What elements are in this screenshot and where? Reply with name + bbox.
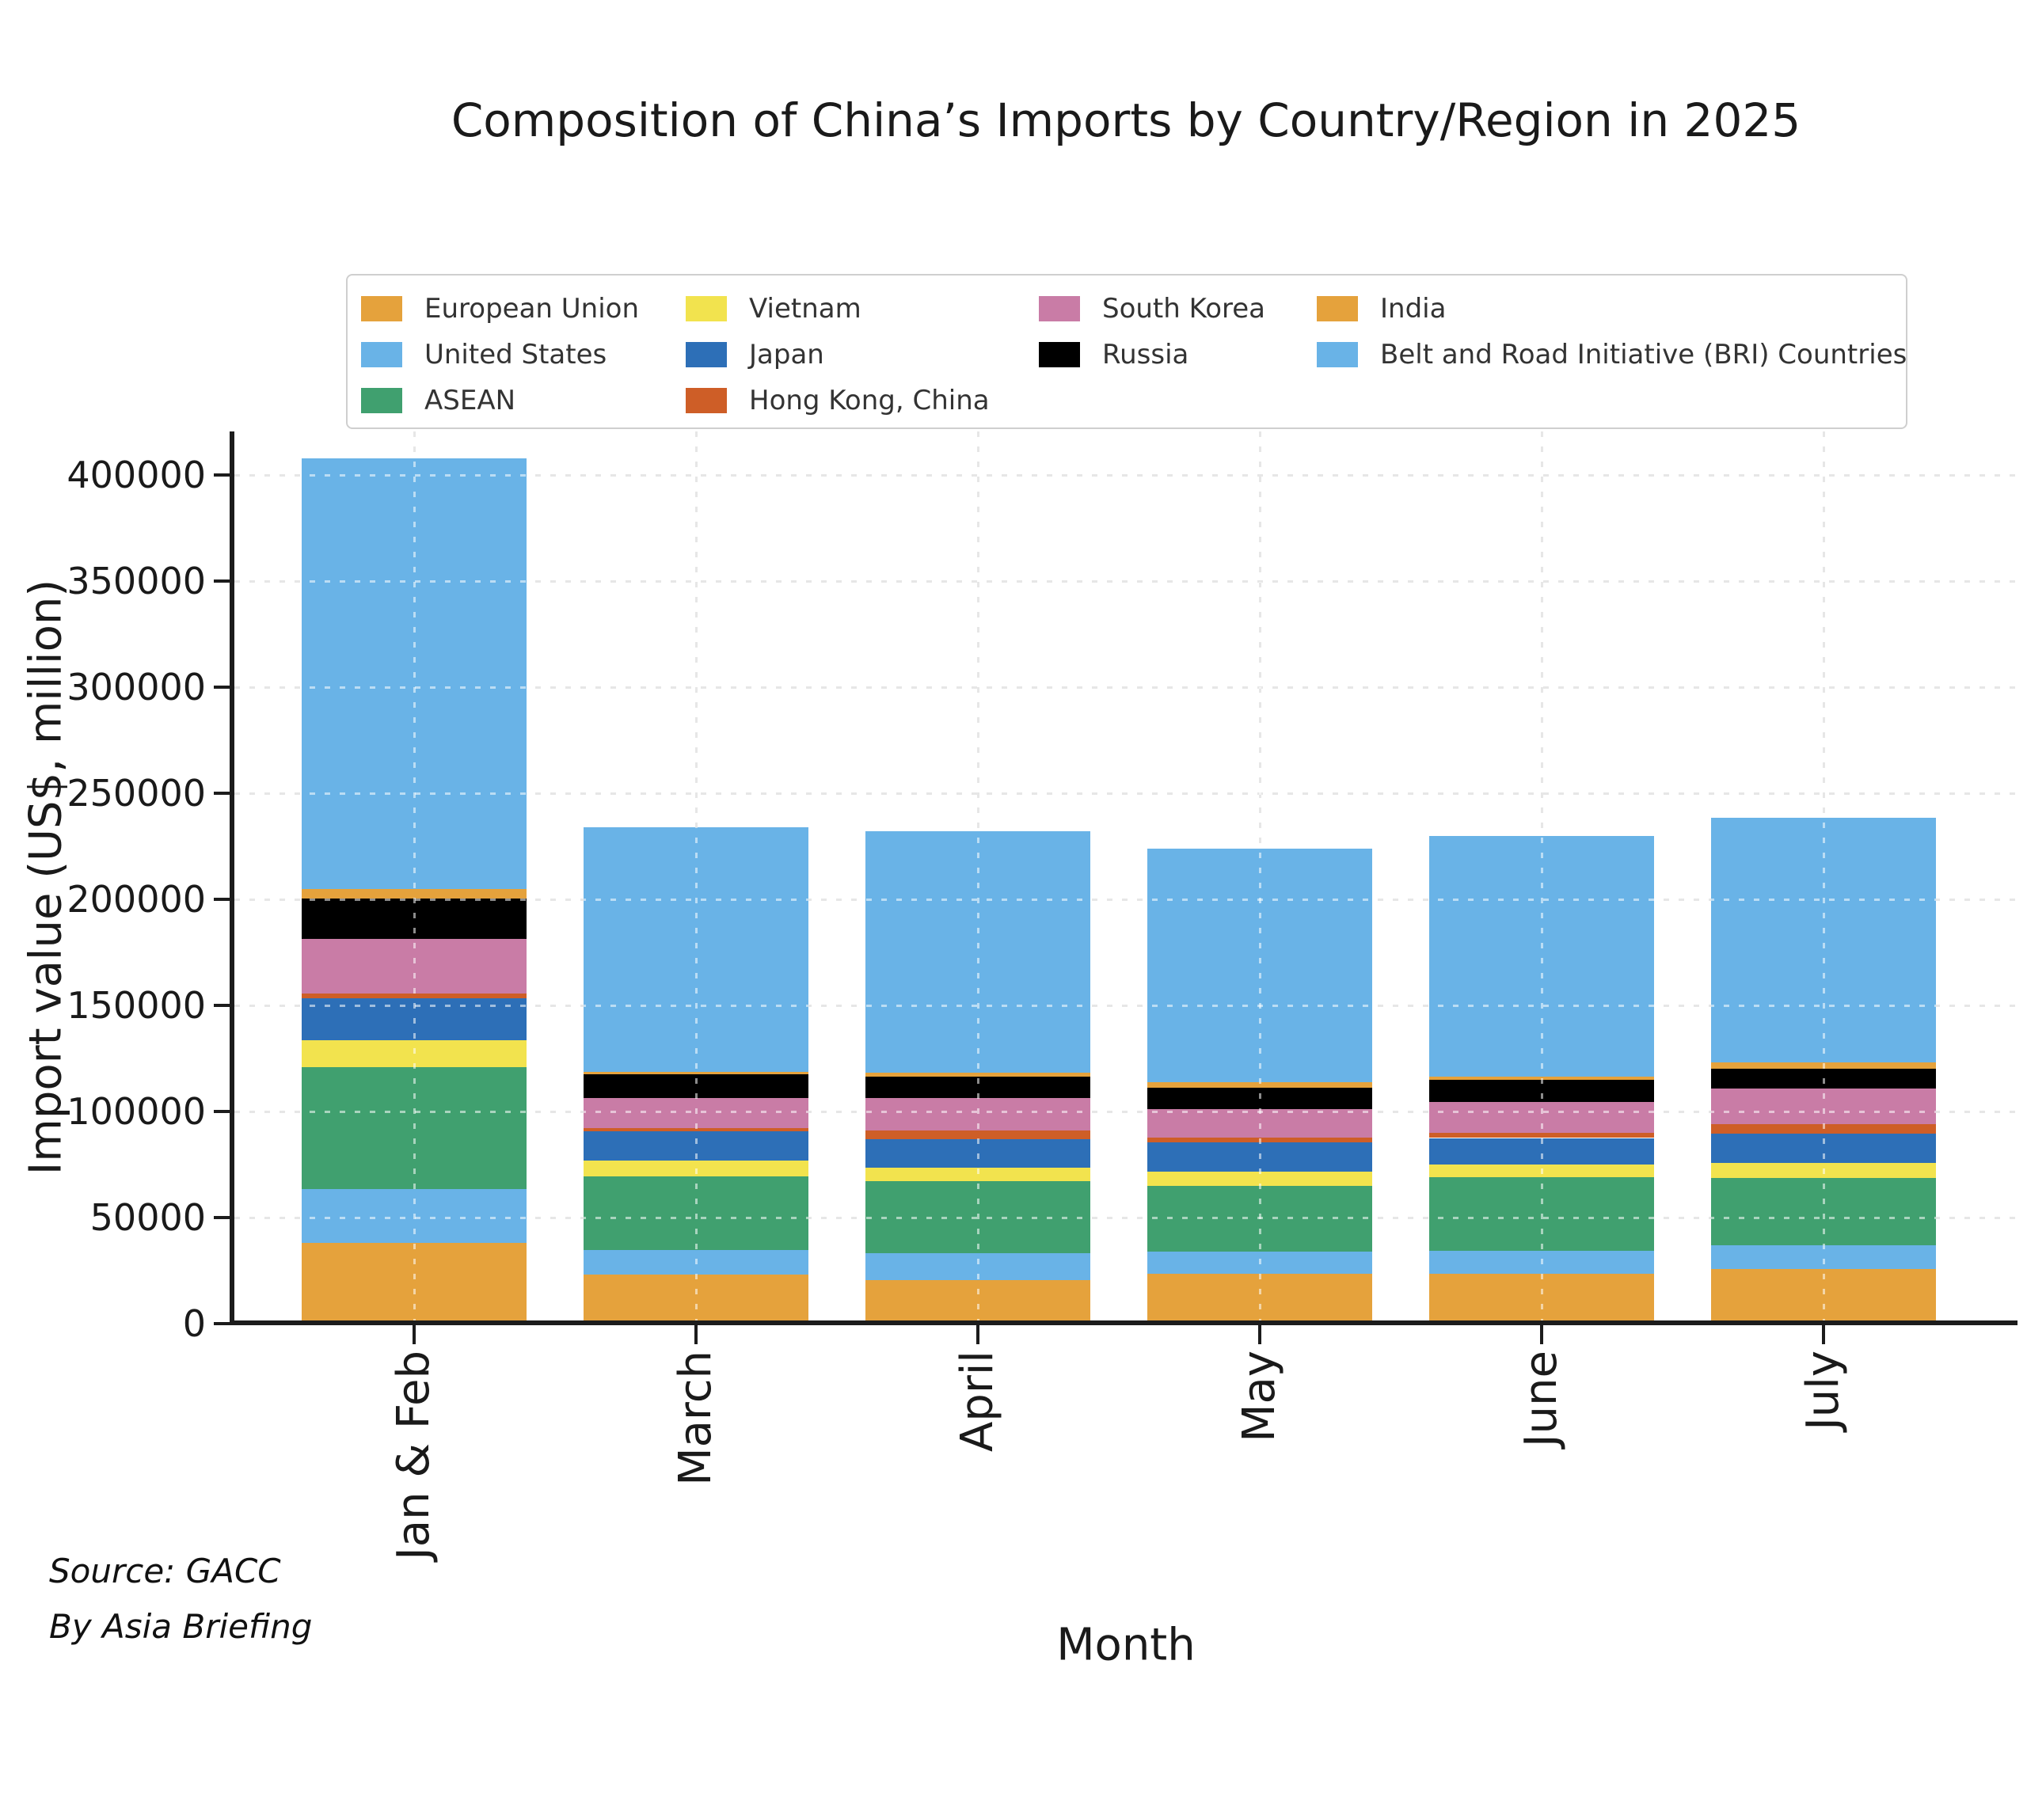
x-tick-march (694, 1325, 698, 1344)
legend-label-asean: ASEAN (424, 385, 516, 416)
x-tick-july (1822, 1325, 1825, 1344)
x-tick-label-text: May (1234, 1351, 1285, 1442)
legend-swatch-russia (1039, 342, 1080, 367)
y-tick-label-100000: 100000 (67, 1090, 206, 1133)
y-tick-label-0: 0 (182, 1302, 206, 1345)
y-tick-label-50000: 50000 (89, 1196, 206, 1239)
y-tick-label-400000: 400000 (67, 454, 206, 496)
gridline-y-150000 (234, 1005, 2017, 1007)
legend-swatch-hong-kong-china (686, 388, 727, 413)
legend-swatch-belt-and-road-initiative-bri-countries (1317, 342, 1358, 367)
y-tick-350000 (214, 579, 231, 583)
y-tick-0 (214, 1322, 231, 1325)
legend-item-belt-and-road-initiative-bri-countries: Belt and Road Initiative (BRI) Countries (1317, 339, 1907, 370)
gridline-x-july (1823, 431, 1825, 1324)
x-tick-label-july: July (1797, 1351, 1877, 1431)
credit-text: By Asia Briefing (49, 1607, 313, 1646)
legend-swatch-european-union (361, 296, 402, 321)
y-tick-400000 (214, 473, 231, 477)
legend-item-european-union: European Union (361, 293, 639, 325)
gridline-x-jan-feb (413, 431, 416, 1324)
legend-swatch-south-korea (1039, 296, 1080, 321)
x-tick-label-text: June (1515, 1351, 1567, 1447)
legend-item-united-states: United States (361, 339, 607, 370)
legend-swatch-united-states (361, 342, 402, 367)
source-text: Source: GACC (49, 1552, 281, 1590)
x-tick-june (1540, 1325, 1543, 1344)
y-tick-100000 (214, 1110, 231, 1113)
legend-item-russia: Russia (1039, 339, 1188, 370)
y-tick-label-350000: 350000 (67, 560, 206, 602)
gridline-y-300000 (234, 686, 2017, 689)
legend-label-russia: Russia (1102, 339, 1189, 370)
legend-label-european-union: European Union (424, 293, 639, 325)
x-tick-label-text: Jan & Feb (388, 1351, 439, 1560)
x-tick-label-text: July (1797, 1351, 1849, 1431)
gridline-y-100000 (234, 1111, 2017, 1113)
legend-item-japan: Japan (686, 339, 824, 370)
gridline-y-200000 (234, 899, 2017, 901)
legend-item-south-korea: South Korea (1039, 293, 1265, 325)
x-tick-label-march: March (670, 1351, 805, 1486)
legend-swatch-japan (686, 342, 727, 367)
x-tick-label-jan-feb: Jan & Feb (388, 1351, 598, 1560)
gridline-x-may (1259, 431, 1261, 1324)
x-tick-label-april: April (952, 1351, 1053, 1452)
y-tick-label-300000: 300000 (67, 666, 206, 709)
y-tick-label-200000: 200000 (67, 878, 206, 921)
x-tick-label-text: April (952, 1351, 1003, 1452)
y-axis-spine (230, 431, 234, 1325)
x-axis-spine (230, 1320, 2017, 1325)
legend-swatch-asean (361, 388, 402, 413)
gridline-y-250000 (234, 792, 2017, 795)
y-tick-50000 (214, 1216, 231, 1219)
gridline-x-march (695, 431, 698, 1324)
x-tick-label-text: March (670, 1351, 721, 1486)
x-axis-label: Month (1056, 1619, 1196, 1671)
y-tick-200000 (214, 898, 231, 901)
x-tick-april (976, 1325, 979, 1344)
legend: European Union United States ASEAN Vietnam J… (346, 274, 1907, 429)
legend-label-hong-kong-china: Hong Kong, China (749, 385, 990, 416)
legend-label-belt-and-road-initiative-bri-countries: Belt and Road Initiative (BRI) Countries (1380, 339, 1907, 370)
legend-swatch-india (1317, 296, 1358, 321)
y-tick-label-250000: 250000 (67, 772, 206, 815)
legend-item-india: India (1317, 293, 1446, 325)
gridline-y-50000 (234, 1217, 2017, 1219)
y-tick-150000 (214, 1004, 231, 1007)
gridline-y-350000 (234, 580, 2017, 583)
legend-label-india: India (1380, 293, 1447, 325)
legend-label-japan: Japan (749, 339, 824, 370)
legend-item-vietnam: Vietnam (686, 293, 861, 325)
legend-label-united-states: United States (424, 339, 607, 370)
legend-item-hong-kong-china: Hong Kong, China (686, 385, 990, 416)
y-tick-label-150000: 150000 (67, 984, 206, 1027)
x-tick-jan-feb (413, 1325, 416, 1344)
x-tick-label-june: June (1515, 1351, 1612, 1447)
legend-swatch-vietnam (686, 296, 727, 321)
chart-title: Composition of China’s Imports by Countr… (451, 93, 1801, 147)
gridline-x-june (1541, 431, 1543, 1324)
y-tick-250000 (214, 792, 231, 795)
gridline-x-april (977, 431, 979, 1324)
x-tick-may (1258, 1325, 1261, 1344)
legend-label-south-korea: South Korea (1102, 293, 1266, 325)
legend-item-asean: ASEAN (361, 385, 515, 416)
legend-label-vietnam: Vietnam (749, 293, 861, 325)
gridline-y-400000 (234, 474, 2017, 477)
x-tick-label-may: May (1234, 1351, 1325, 1442)
y-tick-300000 (214, 686, 231, 689)
